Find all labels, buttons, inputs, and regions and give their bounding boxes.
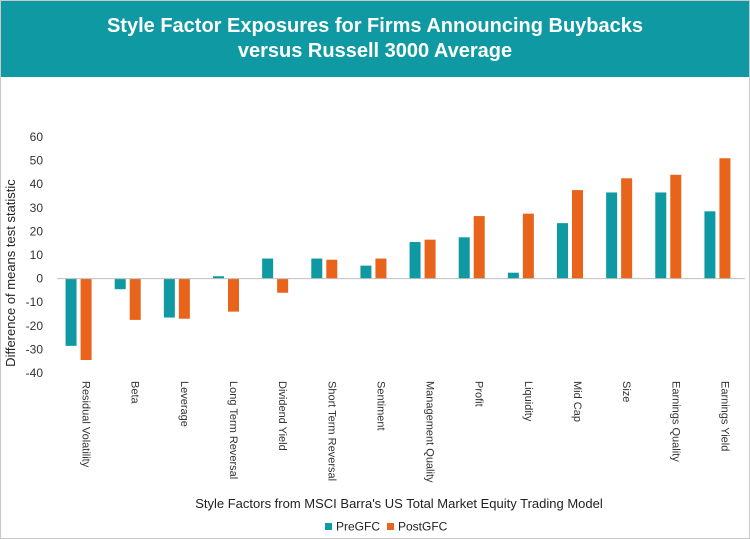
bar-postgfc-leverage — [178, 278, 190, 319]
bar-pregfc-short-term-reversal — [311, 258, 323, 279]
bar-postgfc-beta — [129, 278, 141, 320]
y-tick-label: -10 — [26, 295, 44, 309]
y-tick-label: 50 — [30, 154, 44, 168]
bar-postgfc-mid-cap — [572, 190, 583, 279]
legend-label: PreGFC — [336, 520, 380, 534]
bar-postgfc-short-term-reversal — [326, 259, 338, 279]
bar-pregfc-size — [606, 192, 618, 279]
bar-postgfc-dividend-yield — [277, 278, 289, 293]
legend-item-postgfc: PostGFC — [387, 520, 448, 534]
y-tick-label: 20 — [30, 224, 44, 238]
bar-pregfc-management-quality — [409, 242, 421, 279]
x-tick-label: Dividend Yield — [276, 381, 288, 451]
y-tick-label: -20 — [26, 319, 44, 333]
x-tick-label: Sentiment — [374, 381, 386, 431]
x-tick-label: Mid Cap — [571, 381, 583, 422]
x-tick-label: Profit — [473, 381, 485, 407]
legend-swatch — [325, 523, 332, 530]
y-tick-label: 60 — [30, 130, 44, 144]
bar-pregfc-profit — [458, 237, 470, 279]
bar-pregfc-sentiment — [360, 265, 372, 279]
bar-pregfc-residual-volatility — [65, 278, 77, 346]
bar-postgfc-size — [621, 178, 633, 279]
bar-pregfc-earnings-yield — [704, 211, 716, 279]
bar-pregfc-long-term-reversal — [213, 276, 224, 279]
bar-postgfc-earnings-quality — [670, 174, 682, 279]
legend-label: PostGFC — [398, 520, 448, 534]
bar-postgfc-sentiment — [375, 258, 387, 279]
title-banner: Style Factor Exposures for Firms Announc… — [1, 1, 749, 77]
bar-postgfc-profit — [473, 216, 485, 279]
y-tick-label: 40 — [30, 177, 44, 191]
x-tick-label: Beta — [129, 381, 141, 405]
x-tick-label: Long Term Reversal — [227, 381, 239, 479]
bar-postgfc-liquidity — [522, 213, 534, 279]
y-tick-label: 0 — [36, 272, 43, 286]
chart-title-line-2: versus Russell 3000 Average — [237, 40, 513, 62]
bar-postgfc-management-quality — [424, 239, 436, 279]
x-tick-label: Liquidity — [522, 381, 534, 422]
x-tick-label: Short Term Reversal — [325, 381, 337, 481]
x-axis-title: Style Factors from MSCI Barra's US Total… — [195, 496, 603, 511]
bar-pregfc-dividend-yield — [262, 258, 274, 279]
y-tick-label: -40 — [26, 366, 44, 380]
x-tick-label: Size — [620, 381, 632, 402]
bar-postgfc-residual-volatility — [80, 278, 92, 361]
bar-pregfc-liquidity — [507, 272, 519, 279]
x-tick-label: Earnings Quality — [669, 381, 681, 462]
bar-postgfc-long-term-reversal — [228, 278, 239, 312]
bar-pregfc-beta — [114, 278, 126, 290]
bar-pregfc-leverage — [163, 278, 175, 318]
x-tick-label: Leverage — [178, 381, 190, 427]
bar-postgfc-earnings-yield — [719, 158, 731, 279]
legend-item-pregfc: PreGFC — [325, 520, 380, 534]
bar-pregfc-earnings-quality — [655, 192, 667, 279]
y-tick-label: -30 — [26, 342, 44, 356]
y-axis-title: Difference of means test statistic — [3, 179, 18, 367]
x-tick-label: Management Quality — [424, 381, 436, 483]
x-tick-label: Earnings Yield — [718, 381, 730, 451]
y-tick-label: 10 — [30, 248, 44, 262]
legend-swatch — [387, 523, 394, 530]
chart-title-line-1: Style Factor Exposures for Firms Announc… — [106, 15, 644, 37]
x-tick-label: Residual Volatility — [80, 381, 92, 468]
bar-pregfc-mid-cap — [557, 223, 568, 279]
y-tick-label: 30 — [30, 201, 44, 215]
